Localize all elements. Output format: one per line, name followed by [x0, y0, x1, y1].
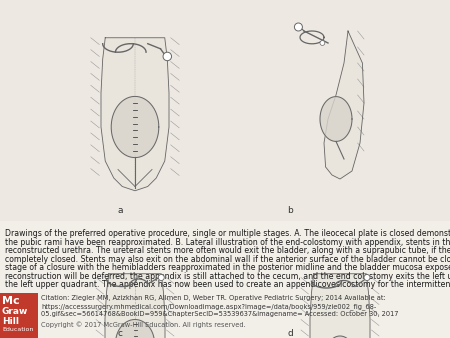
Circle shape — [158, 274, 164, 281]
Text: the left upper quadrant. The appendix has now been used to create an appendicove: the left upper quadrant. The appendix ha… — [5, 281, 450, 289]
Text: 05.gif&sec=56614768&BookID=959&ChapterSecID=53539637&imagename= Accessed: Octobe: 05.gif&sec=56614768&BookID=959&ChapterSe… — [41, 311, 399, 317]
Polygon shape — [320, 97, 352, 141]
Circle shape — [163, 52, 171, 61]
Text: completely closed. Stents may also exit on the abdominal wall if the anterior su: completely closed. Stents may also exit … — [5, 255, 450, 264]
Polygon shape — [327, 336, 354, 338]
Text: a: a — [117, 207, 123, 215]
Text: d: d — [287, 329, 293, 338]
Text: reconstructed urethra. The ureteral stents more often would exit the bladder, al: reconstructed urethra. The ureteral sten… — [5, 246, 450, 256]
Circle shape — [320, 41, 325, 45]
Polygon shape — [101, 38, 169, 191]
Text: Graw: Graw — [2, 307, 28, 316]
Text: c: c — [117, 329, 122, 338]
Circle shape — [364, 274, 370, 281]
Text: b: b — [287, 207, 293, 215]
Text: the pubic rami have been reapproximated. B. Lateral illustration of the end-colo: the pubic rami have been reapproximated.… — [5, 238, 450, 247]
Text: Mc: Mc — [2, 296, 20, 306]
Bar — [0, 0, 450, 221]
Polygon shape — [105, 274, 165, 338]
Text: Copyright © 2017 McGraw-Hill Education. All rights reserved.: Copyright © 2017 McGraw-Hill Education. … — [41, 321, 246, 328]
Text: Education: Education — [2, 327, 33, 332]
Text: https://accesssurgery.mhmedical.com/Downloadimage.aspx?image=/data/books/959/zie: https://accesssurgery.mhmedical.com/Down… — [41, 303, 376, 310]
Text: Drawings of the preferred operative procedure, single or multiple stages. A. The: Drawings of the preferred operative proc… — [5, 230, 450, 238]
Bar — [0, 221, 450, 338]
Text: Citation: Ziegler MM, Azizkhan RG, Allmen D, Weber TR. Operative Pediatric Surge: Citation: Ziegler MM, Azizkhan RG, Allme… — [41, 295, 386, 301]
Text: reconstruction will be deferred, the appendix is still attached to the cecum, an: reconstruction will be deferred, the app… — [5, 272, 450, 281]
Text: stage of a closure with the hemibladders reapproximated in the posterior midline: stage of a closure with the hemibladders… — [5, 263, 450, 272]
Circle shape — [294, 23, 302, 31]
Polygon shape — [324, 31, 364, 179]
Polygon shape — [310, 274, 370, 338]
Polygon shape — [116, 319, 154, 338]
Text: Hill: Hill — [2, 317, 19, 326]
Polygon shape — [111, 96, 159, 158]
Bar — [0, 293, 38, 338]
